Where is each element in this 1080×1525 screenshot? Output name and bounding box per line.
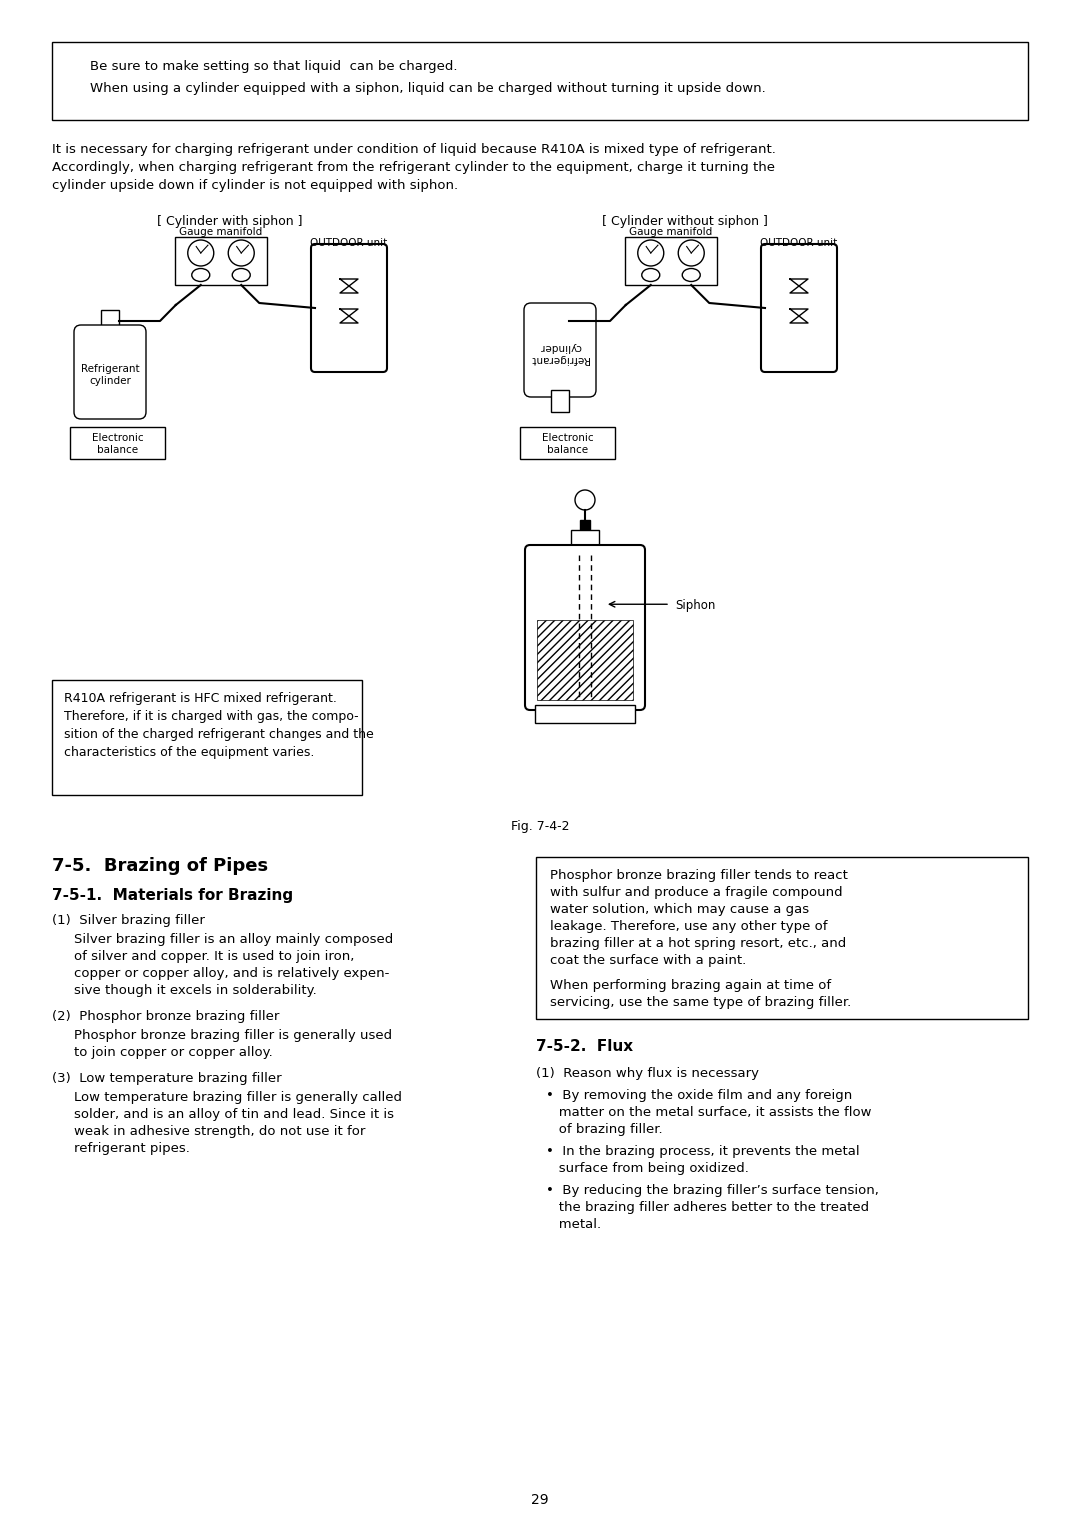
Text: (1)  Reason why flux is necessary: (1) Reason why flux is necessary [536, 1068, 759, 1080]
Text: coat the surface with a paint.: coat the surface with a paint. [550, 955, 746, 967]
Text: (1)  Silver brazing filler: (1) Silver brazing filler [52, 913, 205, 927]
Text: Be sure to make setting so that liquid  can be charged.: Be sure to make setting so that liquid c… [90, 59, 458, 73]
Bar [580, 520, 590, 531]
Text: When using a cylinder equipped with a siphon, liquid can be charged without turn: When using a cylinder equipped with a si… [90, 82, 766, 95]
Text: Accordingly, when charging refrigerant from the refrigerant cylinder to the equi: Accordingly, when charging refrigerant f… [52, 162, 775, 174]
Bar [537, 619, 633, 700]
Text: the brazing filler adheres better to the treated: the brazing filler adheres better to the… [546, 1202, 869, 1214]
Bar [52, 680, 362, 795]
Text: (2)  Phosphor bronze brazing filler: (2) Phosphor bronze brazing filler [52, 1010, 280, 1023]
Ellipse shape [683, 268, 700, 282]
Bar [551, 390, 569, 412]
Text: Silver brazing filler is an alloy mainly composed: Silver brazing filler is an alloy mainly… [75, 933, 393, 946]
Text: 7-5-2.  Flux: 7-5-2. Flux [536, 1039, 633, 1054]
FancyBboxPatch shape [525, 544, 645, 711]
FancyBboxPatch shape [761, 244, 837, 372]
Text: solder, and is an alloy of tin and lead. Since it is: solder, and is an alloy of tin and lead.… [75, 1109, 394, 1121]
Bar [625, 236, 717, 285]
Ellipse shape [232, 268, 251, 282]
Circle shape [575, 490, 595, 509]
Bar [535, 705, 635, 723]
Text: It is necessary for charging refrigerant under condition of liquid because R410A: It is necessary for charging refrigerant… [52, 143, 775, 156]
FancyBboxPatch shape [311, 244, 387, 372]
Bar [536, 857, 1028, 1019]
Text: OUTDOOR unit: OUTDOOR unit [760, 238, 838, 249]
Bar [70, 427, 165, 459]
Text: sive though it excels in solderability.: sive though it excels in solderability. [75, 984, 316, 997]
Text: Gauge manifold: Gauge manifold [630, 227, 713, 236]
Text: sition of the charged refrigerant changes and the: sition of the charged refrigerant change… [64, 727, 374, 741]
Text: Siphon: Siphon [675, 599, 715, 612]
Text: •  By removing the oxide film and any foreign: • By removing the oxide film and any for… [546, 1089, 852, 1103]
Text: leakage. Therefore, use any other type of: leakage. Therefore, use any other type o… [550, 920, 827, 933]
Text: Therefore, if it is charged with gas, the compo-: Therefore, if it is charged with gas, th… [64, 711, 359, 723]
Text: copper or copper alloy, and is relatively expen-: copper or copper alloy, and is relativel… [75, 967, 390, 981]
Circle shape [678, 239, 704, 265]
Text: OUTDOOR unit: OUTDOOR unit [310, 238, 388, 249]
Text: Gauge manifold: Gauge manifold [179, 227, 262, 236]
Text: matter on the metal surface, it assists the flow: matter on the metal surface, it assists … [546, 1106, 872, 1119]
Bar [571, 531, 599, 551]
Circle shape [638, 239, 664, 265]
Text: 29: 29 [531, 1493, 549, 1507]
Text: water solution, which may cause a gas: water solution, which may cause a gas [550, 903, 809, 917]
Text: of brazing filler.: of brazing filler. [546, 1122, 663, 1136]
Text: Refrigerant
cylinder: Refrigerant cylinder [81, 364, 139, 386]
Ellipse shape [642, 268, 660, 282]
Bar [175, 236, 267, 285]
Text: of silver and copper. It is used to join iron,: of silver and copper. It is used to join… [75, 950, 354, 962]
Bar [519, 427, 615, 459]
Text: brazing filler at a hot spring resort, etc., and: brazing filler at a hot spring resort, e… [550, 936, 847, 950]
Bar [52, 43, 1028, 120]
Text: [ Cylinder with siphon ]: [ Cylinder with siphon ] [158, 215, 302, 229]
Text: [ Cylinder without siphon ]: [ Cylinder without siphon ] [602, 215, 768, 229]
Text: Phosphor bronze brazing filler tends to react: Phosphor bronze brazing filler tends to … [550, 869, 848, 881]
Text: to join copper or copper alloy.: to join copper or copper alloy. [75, 1046, 273, 1058]
Text: Phosphor bronze brazing filler is generally used: Phosphor bronze brazing filler is genera… [75, 1029, 392, 1042]
Text: R410A refrigerant is HFC mixed refrigerant.: R410A refrigerant is HFC mixed refrigera… [64, 692, 337, 705]
Text: refrigerant pipes.: refrigerant pipes. [75, 1142, 190, 1154]
Text: Electronic
balance: Electronic balance [542, 433, 593, 454]
Text: (3)  Low temperature brazing filler: (3) Low temperature brazing filler [52, 1072, 282, 1084]
Text: servicing, use the same type of brazing filler.: servicing, use the same type of brazing … [550, 996, 851, 1010]
Circle shape [188, 239, 214, 265]
Text: with sulfur and produce a fragile compound: with sulfur and produce a fragile compou… [550, 886, 842, 900]
FancyBboxPatch shape [75, 325, 146, 419]
Text: •  By reducing the brazing filler’s surface tension,: • By reducing the brazing filler’s surfa… [546, 1183, 879, 1197]
Text: cylinder upside down if cylinder is not equipped with siphon.: cylinder upside down if cylinder is not … [52, 178, 458, 192]
Circle shape [228, 239, 254, 265]
Text: When performing brazing again at time of: When performing brazing again at time of [550, 979, 832, 991]
Text: characteristics of the equipment varies.: characteristics of the equipment varies. [64, 746, 314, 759]
Text: Electronic
balance: Electronic balance [92, 433, 144, 454]
Text: Fig. 7-4-2: Fig. 7-4-2 [511, 820, 569, 833]
FancyBboxPatch shape [524, 303, 596, 396]
Text: metal.: metal. [546, 1218, 602, 1231]
Text: Refrigerant
cylinder: Refrigerant cylinder [530, 342, 590, 363]
Text: Low temperature brazing filler is generally called: Low temperature brazing filler is genera… [75, 1090, 402, 1104]
Text: weak in adhesive strength, do not use it for: weak in adhesive strength, do not use it… [75, 1125, 365, 1138]
Text: 7-5.  Brazing of Pipes: 7-5. Brazing of Pipes [52, 857, 268, 875]
Bar [102, 310, 119, 332]
Text: •  In the brazing process, it prevents the metal: • In the brazing process, it prevents th… [546, 1145, 860, 1157]
Text: 7-5-1.  Materials for Brazing: 7-5-1. Materials for Brazing [52, 888, 293, 903]
Text: surface from being oxidized.: surface from being oxidized. [546, 1162, 748, 1174]
Ellipse shape [192, 268, 210, 282]
